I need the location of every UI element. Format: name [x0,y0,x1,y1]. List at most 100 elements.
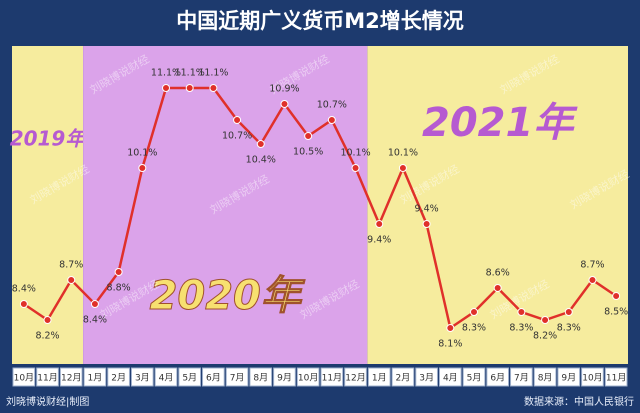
category-box [438,367,462,387]
year-label: 2020年 [150,273,306,319]
category-box [36,367,59,387]
point [351,164,360,172]
point [375,220,384,228]
category-box [107,367,130,387]
data-label: 8.8% [107,283,131,294]
data-label: 10.1% [388,148,418,159]
data-label: 11.1% [151,68,181,79]
x-tick-label: 2月 [111,373,126,384]
data-label: 9.4% [367,235,391,246]
category-box [320,367,344,387]
year-label: 2021年 [422,100,578,146]
x-tick-label: 6月 [490,373,505,384]
point [185,84,194,92]
point [256,140,265,148]
x-tick-label: 9月 [561,373,576,384]
data-label: 8.5% [604,307,628,318]
category-box [202,367,225,387]
data-label: 11.1% [175,68,205,79]
x-tick-label: 7月 [514,373,529,384]
point [162,84,170,92]
point [280,100,289,108]
x-tick-label: 12月 [345,373,365,384]
data-label: 8.4% [83,315,107,326]
category-box [83,367,107,387]
category-box [604,367,628,387]
x-tick-label: 5月 [182,373,197,384]
data-label: 8.6% [486,268,510,279]
x-tick-label: 3月 [419,373,434,384]
point [493,284,502,292]
x-tick-label: 2月 [396,373,411,384]
x-tick-label: 1月 [88,373,103,384]
data-label: 8.7% [580,260,604,271]
data-label: 9.4% [415,204,439,215]
category-box [462,367,486,387]
chart-title: 中国近期广义货币M2增长情况 [176,9,464,33]
point [67,276,76,284]
x-tick-label: 10月 [298,373,318,384]
category-box [225,367,249,387]
x-tick-label: 8月 [253,373,268,384]
point [517,308,526,316]
data-label: 10.7% [222,131,252,142]
footer-credit: 刘晓博说财经|制图 [6,395,89,408]
x-tick-label: 8月 [538,373,553,384]
data-label: 10.1% [127,148,157,159]
data-label: 11.1% [198,68,228,79]
point [19,300,28,308]
data-label: 8.7% [59,260,83,271]
x-tick-label: 12月 [61,373,81,384]
category-box [581,367,604,387]
x-tick-label: 9月 [277,373,292,384]
year-region [83,46,368,364]
data-label: 10.7% [317,100,347,111]
x-tick-label: 7月 [230,373,245,384]
x-tick-label: 11月 [322,373,342,384]
data-label: 10.1% [340,148,370,159]
point [327,116,336,124]
category-box [367,367,391,387]
x-tick-label: 4月 [443,373,458,384]
category-box [178,367,202,387]
x-tick-label: 11月 [606,373,626,384]
line [23,86,617,331]
category-box [296,367,320,387]
year-region [12,46,84,364]
point [612,292,621,300]
x-tick-label: 4月 [159,373,174,384]
point [398,164,407,172]
point [588,276,597,284]
point [90,300,99,308]
category-box [391,367,415,387]
footer-source: 数据来源：中国人民银行 [524,395,634,408]
category-box [59,367,83,387]
point [209,84,218,92]
x-tick-label: 10月 [14,373,34,384]
category-box [12,367,36,387]
point [43,316,52,324]
point [304,132,313,140]
category-box [415,367,438,387]
point [541,316,550,324]
point [564,308,573,316]
data-label: 8.3% [462,323,486,334]
x-tick-label: 10月 [582,373,602,384]
data-label: 10.4% [246,155,276,166]
x-tick-label: 3月 [135,373,150,384]
category-box [533,367,557,387]
category-box [154,367,178,387]
data-label: 8.1% [438,339,462,350]
data-label: 8.3% [509,323,533,334]
category-box [249,367,273,387]
category-box [510,367,533,387]
data-label: 8.2% [35,331,59,342]
category-box [557,367,581,387]
year-label: 2019年 [10,127,89,151]
x-tick-label: 1月 [372,373,387,384]
category-box [130,367,154,387]
point [422,220,431,228]
point [446,324,455,332]
x-tick-label: 6月 [206,373,221,384]
